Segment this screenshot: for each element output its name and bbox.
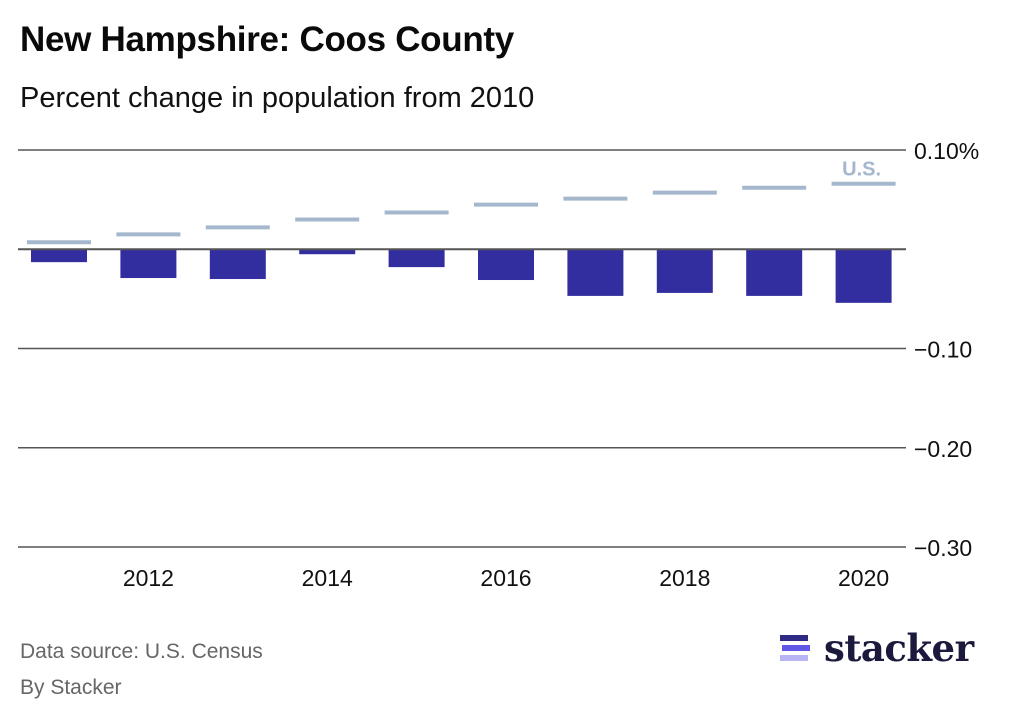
x-tick-label: 2020 [838, 565, 889, 591]
bar-2020 [835, 249, 892, 303]
county-bars [31, 249, 892, 303]
stacker-logo: stacker [780, 626, 974, 670]
byline: By Stacker [20, 676, 122, 699]
x-tick-label: 2014 [302, 565, 353, 591]
x-tick-label: 2012 [123, 565, 174, 591]
bar-2013 [209, 249, 266, 280]
bar-2018 [656, 249, 713, 293]
x-axis-labels: 2012 2014 2016 2018 2020 [123, 565, 889, 591]
legend-us-label: U.S. [842, 159, 881, 181]
bar-2016 [478, 249, 534, 281]
bar-2012 [120, 249, 177, 279]
bar-chart: 0.10% −0.10 −0.20 −0.30 2012 2014 2016 2018 202… [18, 138, 979, 591]
chart-title: New Hampshire: Coos County [20, 20, 514, 59]
x-tick-label: 2018 [659, 565, 710, 591]
x-tick-label: 2016 [480, 565, 531, 591]
bar-2017 [567, 249, 624, 296]
bar-2019 [746, 249, 803, 296]
stacker-logo-text: stacker [824, 626, 974, 670]
gridlines [18, 149, 906, 548]
bar-2011 [31, 249, 87, 263]
chart-subtitle: Percent change in population from 2010 [20, 82, 535, 114]
data-source: Data source: U.S. Census [20, 640, 263, 663]
y-tick-label: −0.20 [914, 436, 972, 462]
y-tick-label: 0.10% [914, 138, 979, 164]
y-tick-label: −0.10 [914, 337, 972, 363]
bar-2014 [299, 249, 356, 255]
bar-2015 [388, 249, 445, 268]
y-axis-labels: 0.10% −0.10 −0.20 −0.30 [914, 138, 979, 561]
y-tick-label: −0.30 [914, 535, 972, 561]
stacker-logo-icon [780, 631, 810, 665]
us-markers [27, 181, 896, 245]
